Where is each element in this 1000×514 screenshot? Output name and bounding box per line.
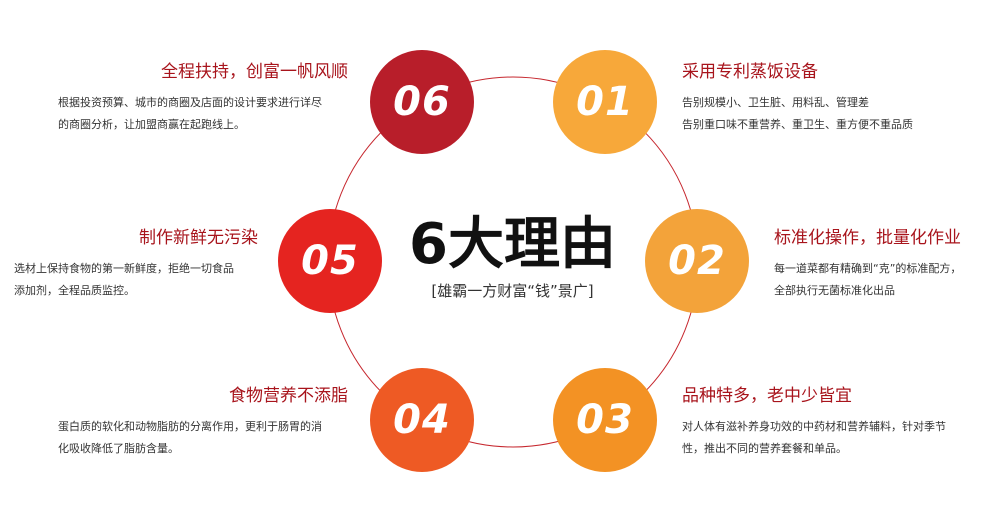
reason-04-number: 04 xyxy=(393,397,451,443)
reason-03-desc-line: 性，推出不同的营养套餐和单品。 xyxy=(682,442,847,455)
reason-04-desc: 蛋白质的软化和动物脂肪的分离作用，更利于肠胃的消 化吸收降低了脂肪含量。 xyxy=(58,416,348,460)
reason-02-desc: 每一道菜都有精确到“克”的标准配方， 全部执行无菌标准化出品 xyxy=(774,258,996,302)
reason-06-desc-line: 的商圈分析，让加盟商赢在起跑线上。 xyxy=(58,118,245,131)
reason-03-number: 03 xyxy=(576,397,634,443)
reason-04-text: 食物营养不添脂 蛋白质的软化和动物脂肪的分离作用，更利于肠胃的消 化吸收降低了脂… xyxy=(58,386,348,460)
reason-03-desc: 对人体有滋补养身功效的中药材和营养辅料，针对季节 性，推出不同的营养套餐和单品。 xyxy=(682,416,982,460)
reason-01-number: 01 xyxy=(576,79,634,125)
reason-04-title: 食物营养不添脂 xyxy=(229,386,348,406)
center-heading: 6大理由 [雄霸一方财富“钱”景广] xyxy=(395,212,630,301)
center-title: 6大理由 xyxy=(409,212,616,277)
reason-03-desc-line: 对人体有滋补养身功效的中药材和营养辅料，针对季节 xyxy=(682,420,946,433)
reason-01-text: 采用专利蒸饭设备 告别规模小、卫生脏、用料乱、管理差 告别重口味不重营养、重卫生… xyxy=(682,62,982,136)
reason-06-title: 全程扶持，创富一帆风顺 xyxy=(161,62,348,82)
reason-05-title: 制作新鲜无污染 xyxy=(139,228,258,248)
reason-03-text: 品种特多，老中少皆宜 对人体有滋补养身功效的中药材和营养辅料，针对季节 性，推出… xyxy=(682,386,982,460)
reason-01-desc-line: 告别规模小、卫生脏、用料乱、管理差 xyxy=(682,96,869,109)
reason-04-desc-line: 化吸收降低了脂肪含量。 xyxy=(58,442,179,455)
reason-01-desc-line: 告别重口味不重营养、重卫生、重方便不重品质 xyxy=(682,118,913,131)
center-subtitle: [雄霸一方财富“钱”景广] xyxy=(431,282,594,300)
reason-05-desc: 选材上保持食物的第一新鲜度，拒绝一切食品 添加剂，全程品质监控。 xyxy=(14,258,258,302)
reason-05-desc-line: 选材上保持食物的第一新鲜度，拒绝一切食品 xyxy=(14,262,234,275)
reason-04-desc-line: 蛋白质的软化和动物脂肪的分离作用，更利于肠胃的消 xyxy=(58,420,322,433)
reason-06-circle: 06 xyxy=(370,50,474,154)
reason-02-text: 标准化操作，批量化作业 每一道菜都有精确到“克”的标准配方， 全部执行无菌标准化… xyxy=(774,228,996,302)
reason-05-number: 05 xyxy=(301,238,359,284)
reason-05-desc-line: 添加剂，全程品质监控。 xyxy=(14,284,135,297)
reason-06-desc-line: 根据投资预算、城市的商圈及店面的设计要求进行详尽 xyxy=(58,96,322,109)
reason-02-desc-line: 每一道菜都有精确到“克”的标准配方， xyxy=(774,262,962,275)
reason-02-desc-line: 全部执行无菌标准化出品 xyxy=(774,284,895,297)
reason-05-circle: 05 xyxy=(278,209,382,313)
reason-01-desc: 告别规模小、卫生脏、用料乱、管理差 告别重口味不重营养、重卫生、重方便不重品质 xyxy=(682,92,982,136)
reason-05-text: 制作新鲜无污染 选材上保持食物的第一新鲜度，拒绝一切食品 添加剂，全程品质监控。 xyxy=(14,228,258,302)
reason-06-desc: 根据投资预算、城市的商圈及店面的设计要求进行详尽 的商圈分析，让加盟商赢在起跑线… xyxy=(58,92,348,136)
reason-02-title: 标准化操作，批量化作业 xyxy=(774,228,961,248)
reason-04-circle: 04 xyxy=(370,368,474,472)
reason-02-circle: 02 xyxy=(645,209,749,313)
reason-02-number: 02 xyxy=(668,238,726,284)
reason-03-title: 品种特多，老中少皆宜 xyxy=(682,386,852,406)
reason-06-number: 06 xyxy=(393,79,451,125)
reason-01-title: 采用专利蒸饭设备 xyxy=(682,62,818,82)
reason-01-circle: 01 xyxy=(553,50,657,154)
reason-06-text: 全程扶持，创富一帆风顺 根据投资预算、城市的商圈及店面的设计要求进行详尽 的商圈… xyxy=(58,62,348,136)
reason-03-circle: 03 xyxy=(553,368,657,472)
